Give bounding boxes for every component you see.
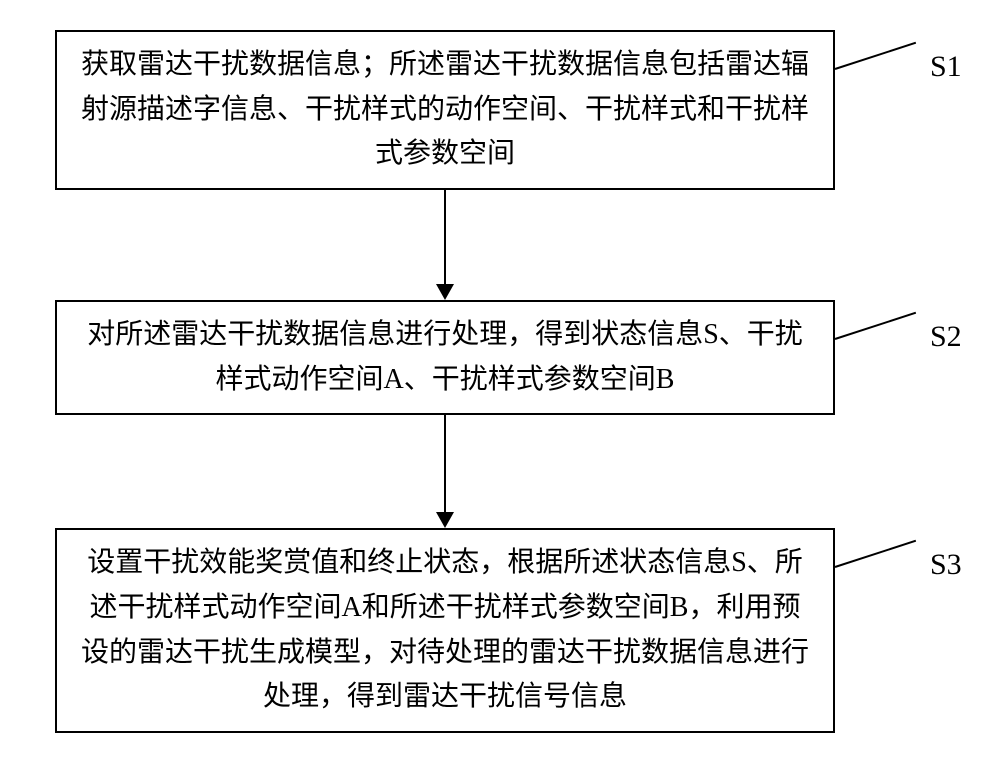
flowchart-node-s3: 设置干扰效能奖赏值和终止状态，根据所述状态信息S、所述干扰样式动作空间A和所述干…	[55, 528, 835, 733]
arrow-edge	[444, 415, 446, 513]
node-text: 设置干扰效能奖赏值和终止状态，根据所述状态信息S、所述干扰样式动作空间A和所述干…	[77, 541, 813, 720]
arrowhead-icon	[436, 512, 454, 528]
label-connector	[835, 312, 916, 340]
node-label-s2: S2	[930, 320, 962, 354]
flowchart-node-s1: 获取雷达干扰数据信息；所述雷达干扰数据信息包括雷达辐射源描述字信息、干扰样式的动…	[55, 30, 835, 190]
flowchart-node-s2: 对所述雷达干扰数据信息进行处理，得到状态信息S、干扰样式动作空间A、干扰样式参数…	[55, 300, 835, 415]
label-connector	[835, 42, 916, 70]
node-label-s3: S3	[930, 548, 962, 582]
arrow-edge	[444, 190, 446, 285]
node-text: 获取雷达干扰数据信息；所述雷达干扰数据信息包括雷达辐射源描述字信息、干扰样式的动…	[77, 43, 813, 177]
node-label-s1: S1	[930, 50, 962, 84]
label-connector	[835, 540, 916, 568]
node-text: 对所述雷达干扰数据信息进行处理，得到状态信息S、干扰样式动作空间A、干扰样式参数…	[77, 313, 813, 403]
arrowhead-icon	[436, 284, 454, 300]
flowchart-container: 获取雷达干扰数据信息；所述雷达干扰数据信息包括雷达辐射源描述字信息、干扰样式的动…	[0, 0, 1000, 758]
